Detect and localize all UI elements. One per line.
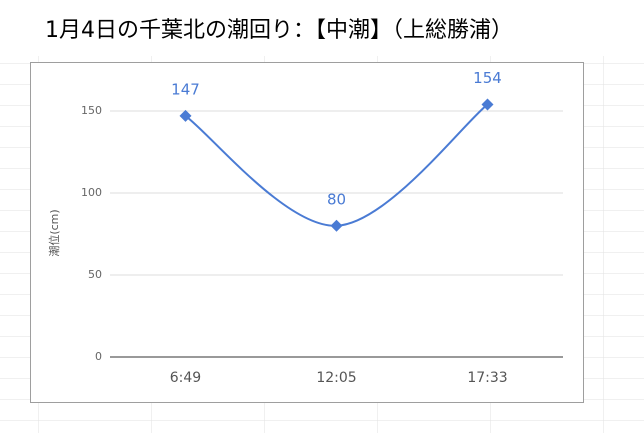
x-tick-label: 6:49 <box>170 370 201 386</box>
chart-title: 1月4日の千葉北の潮回り：【中潮】（上総勝浦） <box>45 18 513 43</box>
data-label: 147 <box>171 80 200 98</box>
point-marker <box>179 109 192 122</box>
y-tick-label: 0 <box>95 350 102 363</box>
title-area <box>0 0 644 56</box>
point-marker <box>330 219 343 232</box>
plot: 0 50 100 150 6:49 12:05 17:33 147 80 154 <box>81 69 563 386</box>
data-label: 154 <box>473 69 502 87</box>
point-marker <box>481 98 494 111</box>
y-tick-label: 150 <box>81 104 102 117</box>
data-label: 80 <box>327 190 346 208</box>
chart-frame <box>30 62 584 403</box>
y-tick-label: 100 <box>81 186 102 199</box>
y-tick-label: 50 <box>88 268 102 281</box>
x-tick-label: 17:33 <box>467 370 507 386</box>
x-tick-label: 12:05 <box>316 370 356 386</box>
y-axis-title: 潮位(cm) <box>47 209 61 256</box>
